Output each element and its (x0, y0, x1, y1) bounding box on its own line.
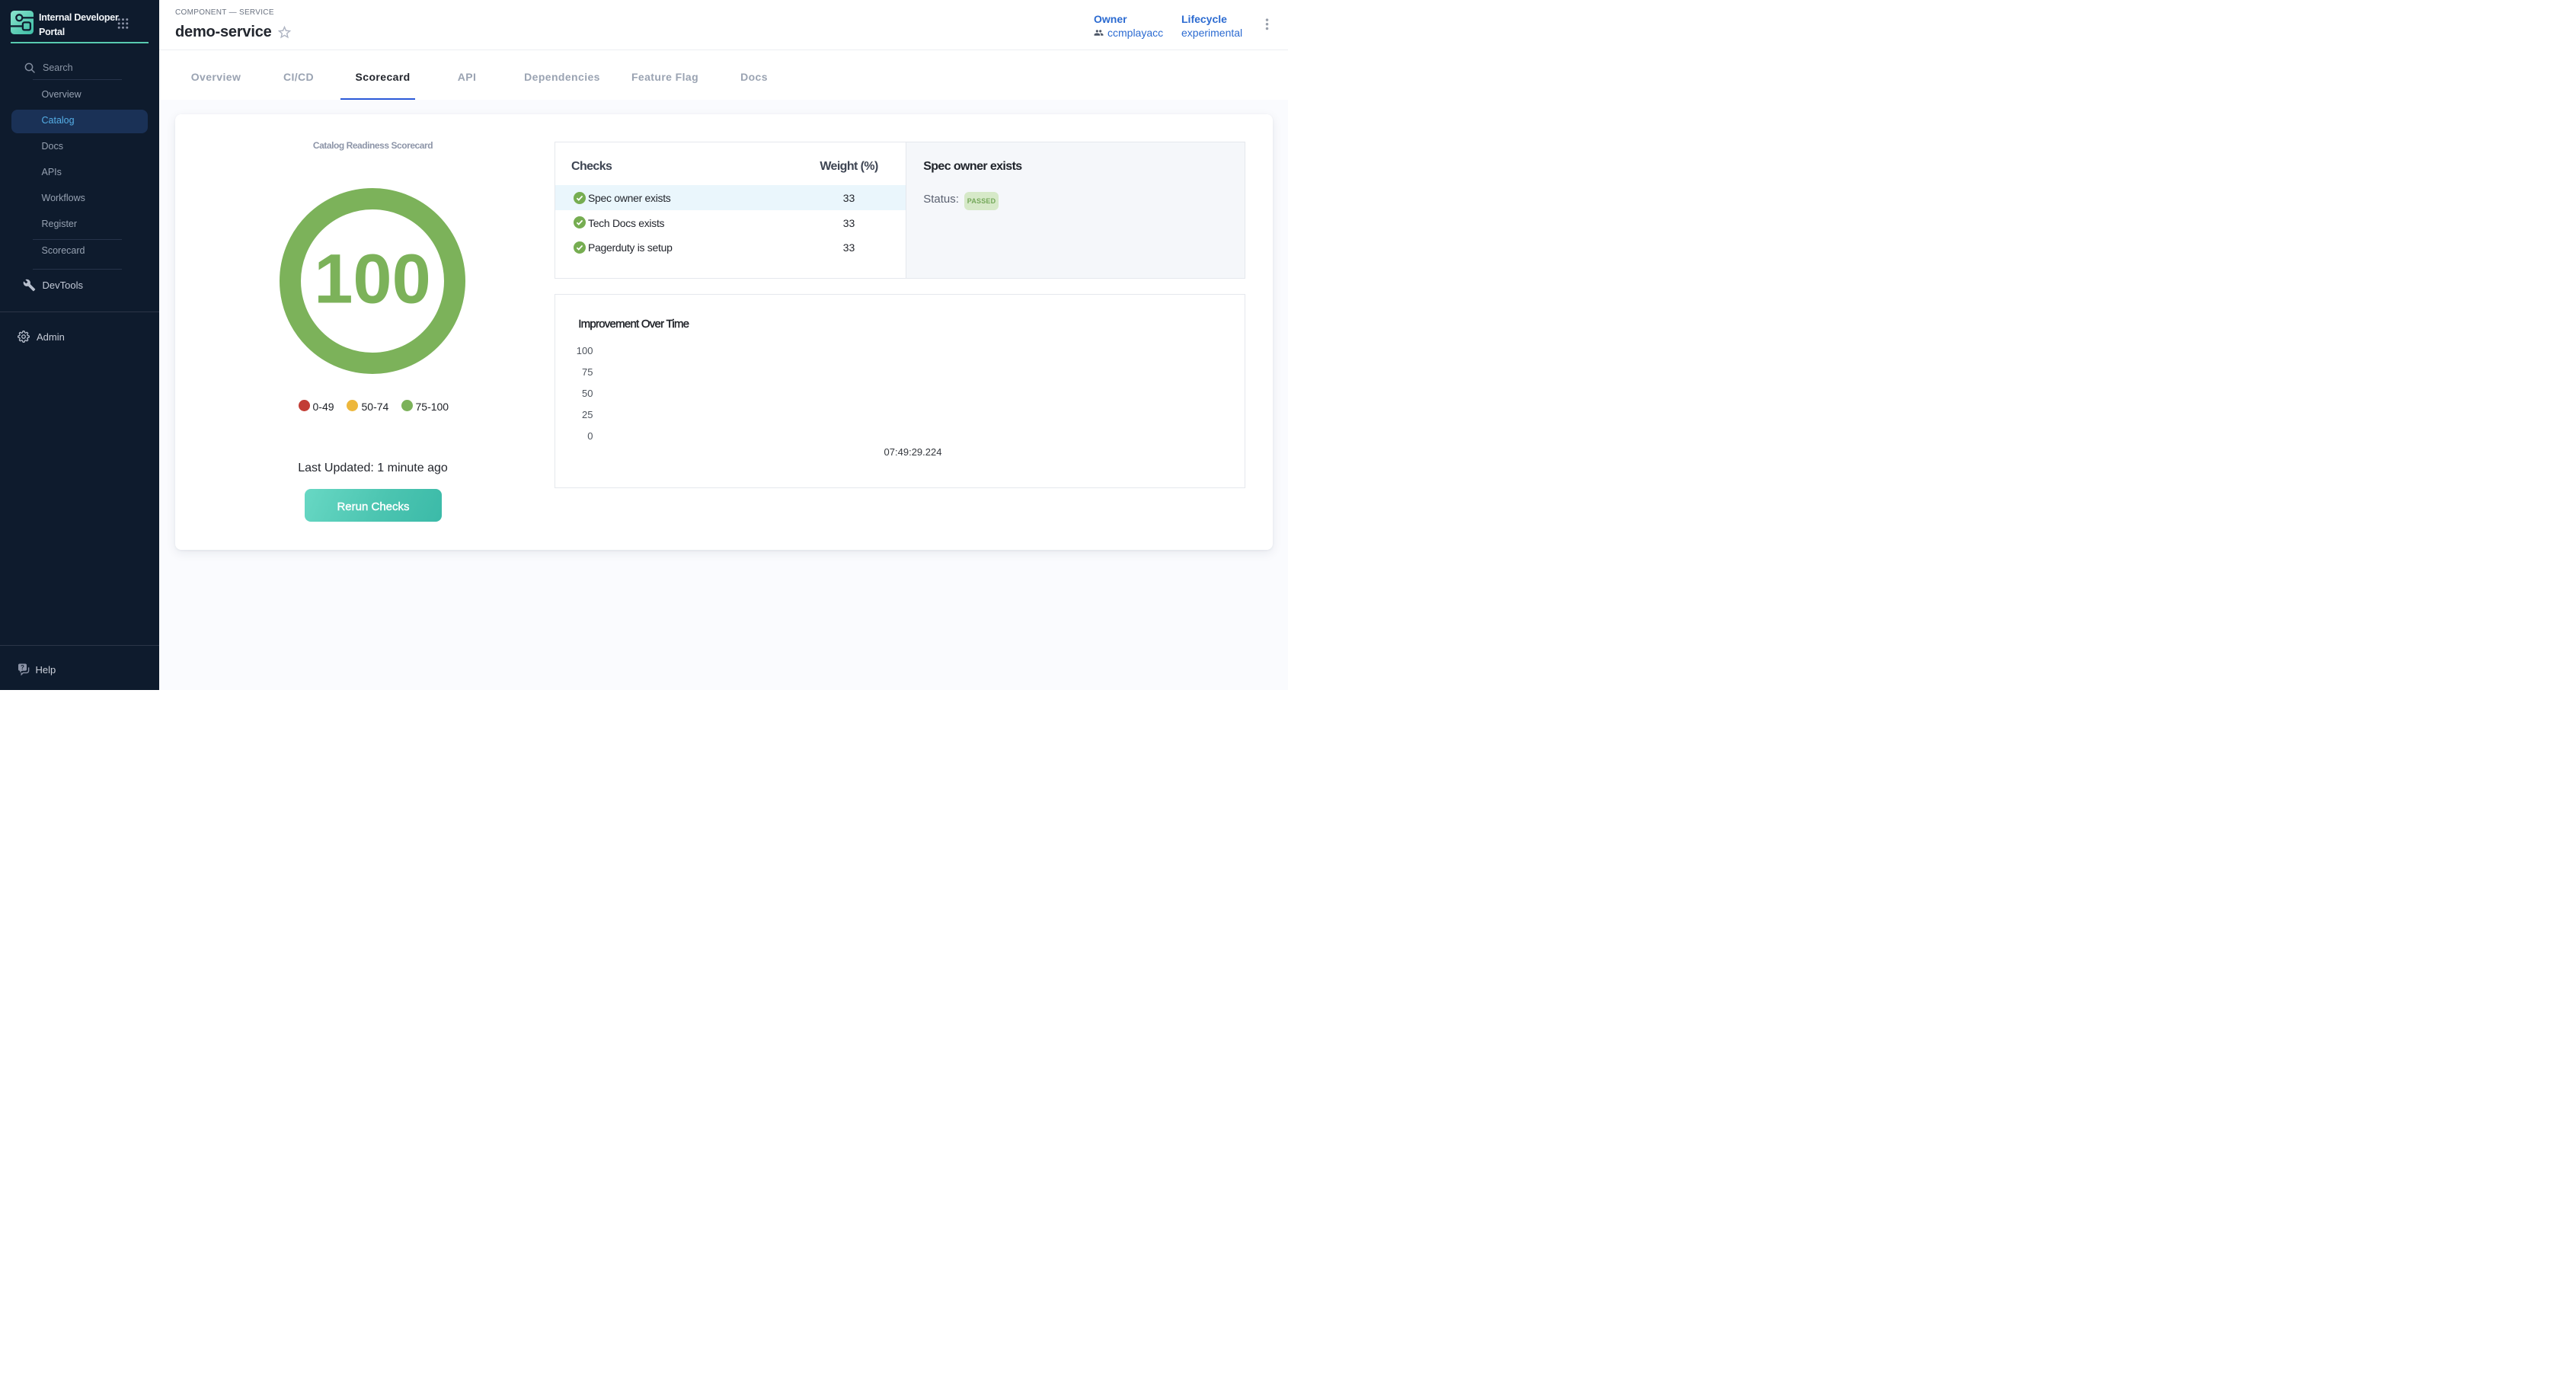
svg-text:?: ? (21, 664, 24, 671)
svg-text:100: 100 (315, 240, 432, 318)
